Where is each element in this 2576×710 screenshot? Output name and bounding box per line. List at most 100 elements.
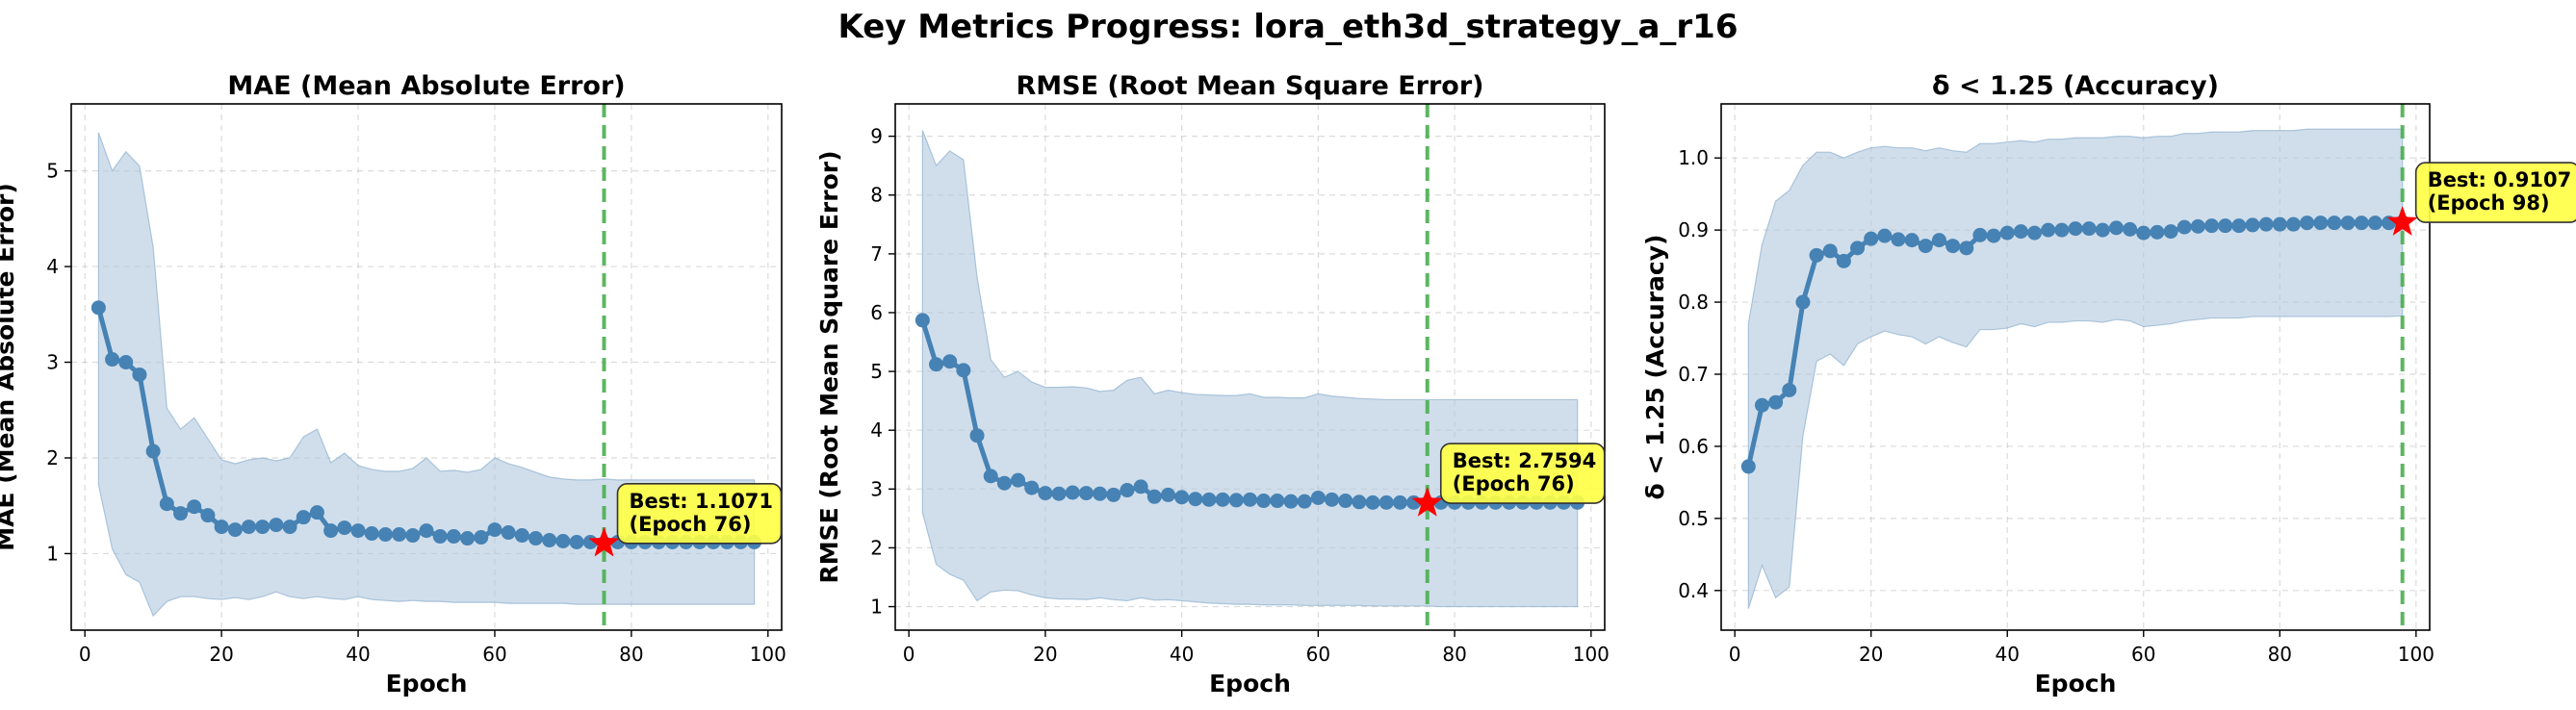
- axes-frame: [1720, 103, 2431, 631]
- best-annotation-box: [616, 482, 783, 545]
- data-point: [1160, 487, 1175, 502]
- axes-frame: [70, 103, 783, 631]
- data-point: [1078, 486, 1094, 501]
- x-tick-label: 80: [619, 643, 643, 666]
- data-point: [1850, 241, 1866, 256]
- data-point: [187, 499, 202, 515]
- data-point: [200, 508, 216, 523]
- x-tick-label: 60: [1306, 643, 1330, 666]
- y-tick-label: 8: [870, 184, 883, 207]
- data-point: [2136, 225, 2151, 241]
- data-point: [1740, 459, 1756, 474]
- data-point: [214, 520, 229, 535]
- y-tick-label: 0.7: [1678, 363, 1709, 386]
- std-band: [97, 132, 756, 618]
- data-point: [996, 475, 1012, 491]
- x-axis-label: Epoch: [386, 670, 468, 697]
- data-point: [528, 531, 544, 546]
- data-point: [296, 510, 311, 525]
- x-tick-label: 100: [750, 643, 786, 666]
- data-point: [1051, 486, 1067, 501]
- best-star-icon: [1411, 487, 1443, 517]
- data-point: [173, 506, 189, 521]
- y-tick-label: 3: [46, 351, 59, 374]
- x-tick-label: 20: [1859, 643, 1883, 666]
- data-point: [983, 469, 998, 484]
- data-point: [542, 533, 557, 548]
- data-point: [1986, 228, 2001, 243]
- x-axis-label: Epoch: [1209, 670, 1291, 697]
- best-annotation-value: Best: 1.1071: [630, 490, 774, 513]
- data-point: [159, 496, 174, 512]
- data-point: [2231, 218, 2247, 234]
- data-point: [460, 531, 476, 546]
- y-tick-label: 0.9: [1678, 218, 1709, 241]
- data-point: [1972, 227, 1988, 242]
- axes-frame: [894, 103, 1606, 631]
- y-tick-label: 4: [870, 418, 883, 442]
- x-tick-label: 0: [903, 643, 915, 666]
- best-annotation-epoch: (Epoch 98): [2428, 191, 2550, 215]
- y-tick-label: 3: [870, 477, 883, 500]
- y-tick-label: 1: [870, 596, 883, 619]
- data-point: [2163, 224, 2178, 240]
- data-point: [555, 534, 571, 549]
- x-tick-label: 60: [2131, 643, 2155, 666]
- data-point: [1325, 492, 1340, 507]
- x-tick-label: 40: [346, 643, 370, 666]
- data-point: [337, 520, 352, 536]
- data-point: [1024, 480, 1040, 495]
- data-point: [2150, 224, 2165, 240]
- data-point: [2013, 224, 2028, 240]
- data-point: [432, 529, 448, 545]
- best-annotation-box: [2414, 162, 2576, 223]
- data-point: [2300, 216, 2315, 231]
- x-tick-label: 0: [79, 643, 91, 666]
- best-star-icon: [588, 526, 620, 557]
- data-point: [2327, 216, 2342, 231]
- x-tick-label: 100: [2398, 643, 2434, 666]
- data-point: [1106, 487, 1121, 502]
- y-tick-label: 9: [870, 125, 883, 148]
- std-band: [1747, 128, 2404, 609]
- data-point: [1864, 231, 1879, 246]
- data-point: [350, 523, 366, 539]
- data-point: [1904, 233, 1919, 248]
- data-point: [282, 520, 297, 535]
- data-point: [1891, 232, 1906, 247]
- best-star-icon: [2386, 206, 2418, 236]
- y-axis-label: δ < 1.25 (Accuracy): [1641, 235, 1669, 500]
- data-point: [1338, 494, 1353, 509]
- data-point: [1228, 493, 1244, 508]
- data-point: [1931, 233, 1946, 248]
- data-point: [1768, 394, 1784, 410]
- data-point: [1782, 382, 1797, 397]
- data-point: [2340, 216, 2356, 231]
- data-point: [1283, 494, 1299, 509]
- data-point: [419, 523, 434, 539]
- data-point: [227, 522, 243, 538]
- data-point: [1352, 494, 1367, 510]
- data-point: [145, 444, 161, 459]
- data-point: [1188, 492, 1203, 507]
- x-axis-label: Epoch: [2035, 670, 2117, 697]
- data-point: [487, 522, 502, 538]
- chart-title: δ < 1.25 (Accuracy): [1932, 71, 2219, 101]
- data-point: [377, 527, 393, 543]
- best-annotation-epoch: (Epoch 76): [630, 513, 752, 536]
- y-tick-label: 0.8: [1678, 291, 1709, 314]
- y-tick-label: 7: [870, 242, 883, 266]
- data-point: [1365, 494, 1380, 510]
- x-tick-label: 60: [482, 643, 506, 666]
- y-tick-label: 1: [46, 542, 59, 565]
- mae-chart-panel: 0 20 40 60 80 100 1 2 3 4 5 MAE (Mean Absolute Erro…: [0, 71, 786, 697]
- data-point: [1310, 490, 1326, 505]
- data-point: [1918, 239, 1933, 254]
- data-point: [1133, 479, 1148, 494]
- y-tick-label: 0.6: [1678, 435, 1709, 458]
- data-point: [1146, 489, 1162, 504]
- y-tick-label: 6: [870, 301, 883, 324]
- data-point: [118, 355, 134, 370]
- data-point: [1836, 253, 1851, 268]
- data-point: [446, 529, 461, 545]
